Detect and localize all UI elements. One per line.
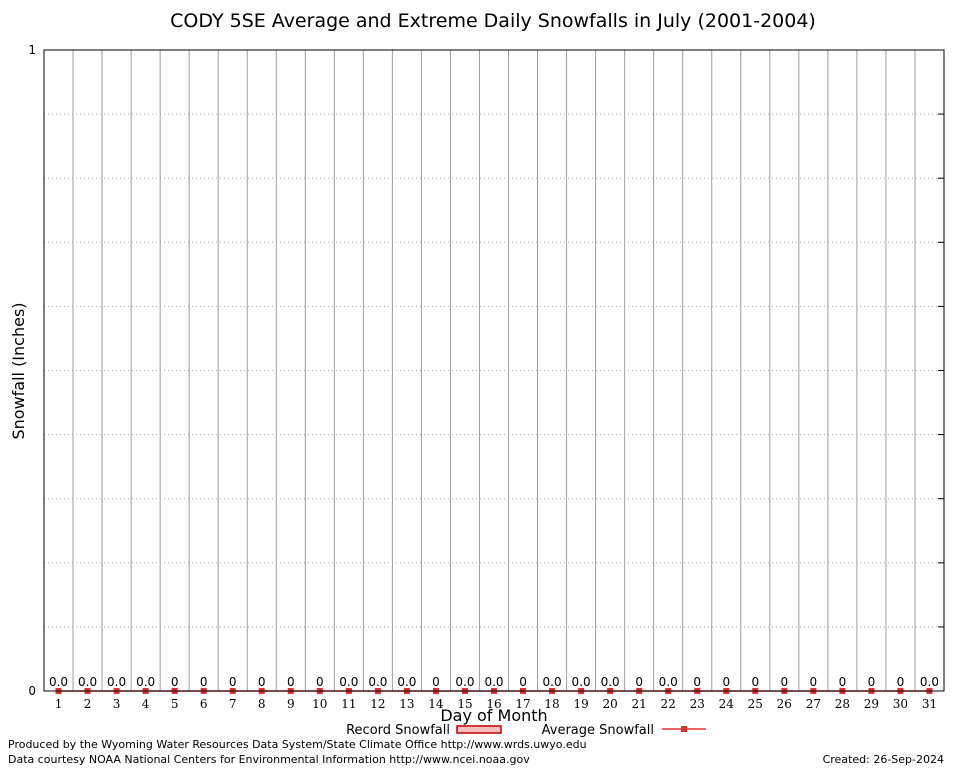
x-tick-label: 31	[922, 697, 937, 711]
x-tick-label: 28	[835, 697, 850, 711]
y-tick-label: 0	[28, 684, 36, 698]
data-label: 0	[519, 675, 527, 689]
x-tick-label: 22	[661, 697, 676, 711]
x-tick-label: 5	[171, 697, 179, 711]
data-label: 0	[897, 675, 905, 689]
x-tick-label: 24	[719, 697, 735, 711]
x-tick-label: 7	[229, 697, 237, 711]
x-tick-label: 12	[370, 697, 385, 711]
x-tick-label: 14	[428, 697, 444, 711]
x-tick-label: 8	[258, 697, 266, 711]
data-label: 0	[258, 675, 266, 689]
data-label: 0.0	[455, 675, 474, 689]
x-tick-label: 26	[777, 697, 792, 711]
y-tick-labels: 01	[28, 43, 36, 698]
legend-record-label: Record Snowfall	[346, 723, 450, 738]
x-tick-label: 17	[515, 697, 530, 711]
legend: Record Snowfall Average Snowfall	[346, 723, 706, 738]
grid	[44, 50, 944, 691]
data-label: 0.0	[107, 675, 126, 689]
data-label: 0.0	[601, 675, 620, 689]
data-label: 0.0	[136, 675, 155, 689]
x-tick-label: 6	[200, 697, 208, 711]
data-label: 0.0	[78, 675, 97, 689]
data-label: 0.0	[368, 675, 387, 689]
x-tick-label: 30	[893, 697, 908, 711]
legend-average-label: Average Snowfall	[542, 723, 654, 738]
x-tick-label: 1	[55, 697, 63, 711]
data-label: 0	[287, 675, 295, 689]
x-tick-label: 19	[573, 697, 588, 711]
x-tick-label: 16	[486, 697, 501, 711]
x-tick-label: 3	[113, 697, 121, 711]
x-tick-label: 9	[287, 697, 295, 711]
data-label: 0.0	[572, 675, 591, 689]
data-label: 0.0	[49, 675, 68, 689]
data-label: 0	[432, 675, 440, 689]
data-label: 0	[810, 675, 818, 689]
x-axis-label: Day of Month	[440, 706, 547, 725]
footer-produced-by: Produced by the Wyoming Water Resources …	[8, 738, 587, 751]
data-label: 0.0	[543, 675, 562, 689]
x-tick-label: 11	[341, 697, 356, 711]
x-tick-labels: 1 2 3 4 5 6 7 8 9 10 11 12 13 14 15 16 17 18 19 20 21 22 23 24 2…	[55, 697, 937, 711]
data-label: 0	[316, 675, 324, 689]
x-tick-label: 4	[142, 697, 150, 711]
data-label: 0.0	[920, 675, 939, 689]
data-label: 0	[722, 675, 730, 689]
x-tick-label: 20	[602, 697, 617, 711]
x-tick-label: 18	[544, 697, 559, 711]
data-label: 0.0	[397, 675, 416, 689]
data-label: 0	[693, 675, 701, 689]
y-tick-label: 1	[28, 43, 36, 57]
data-label: 0.0	[339, 675, 358, 689]
x-tick-label: 13	[399, 697, 414, 711]
x-tick-label: 23	[690, 697, 705, 711]
data-label: 0	[635, 675, 643, 689]
footer-data-courtesy: Data courtesy NOAA National Centers for …	[8, 753, 530, 766]
data-label: 0	[868, 675, 876, 689]
y-axis-label: Snowfall (Inches)	[9, 302, 28, 439]
data-label: 0	[839, 675, 847, 689]
x-tick-label: 27	[806, 697, 821, 711]
data-label: 0.0	[484, 675, 503, 689]
x-tick-label: 25	[748, 697, 763, 711]
x-tick-label: 10	[312, 697, 327, 711]
x-tick-label: 29	[864, 697, 879, 711]
data-label: 0.0	[659, 675, 678, 689]
data-label: 0	[781, 675, 789, 689]
data-label: 0	[751, 675, 759, 689]
data-label: 0	[229, 675, 237, 689]
chart-title: CODY 5SE Average and Extreme Daily Snowf…	[170, 10, 816, 32]
plot-area	[43, 49, 945, 692]
x-tick-label: 2	[84, 697, 92, 711]
footer-created-date: Created: 26-Sep-2024	[823, 753, 944, 766]
x-tick-label: 21	[632, 697, 647, 711]
data-label: 0	[171, 675, 179, 689]
data-label: 0	[200, 675, 208, 689]
data-labels: 0.0 0.0 0.0 0.0 0 0 0 0 0 0 0.0 0.0 0.0 0 0.0 0.0 0 0.0 0.…	[49, 675, 939, 689]
legend-record-swatch	[456, 725, 502, 734]
legend-average-marker	[681, 726, 687, 732]
x-tick-label: 15	[457, 697, 472, 711]
